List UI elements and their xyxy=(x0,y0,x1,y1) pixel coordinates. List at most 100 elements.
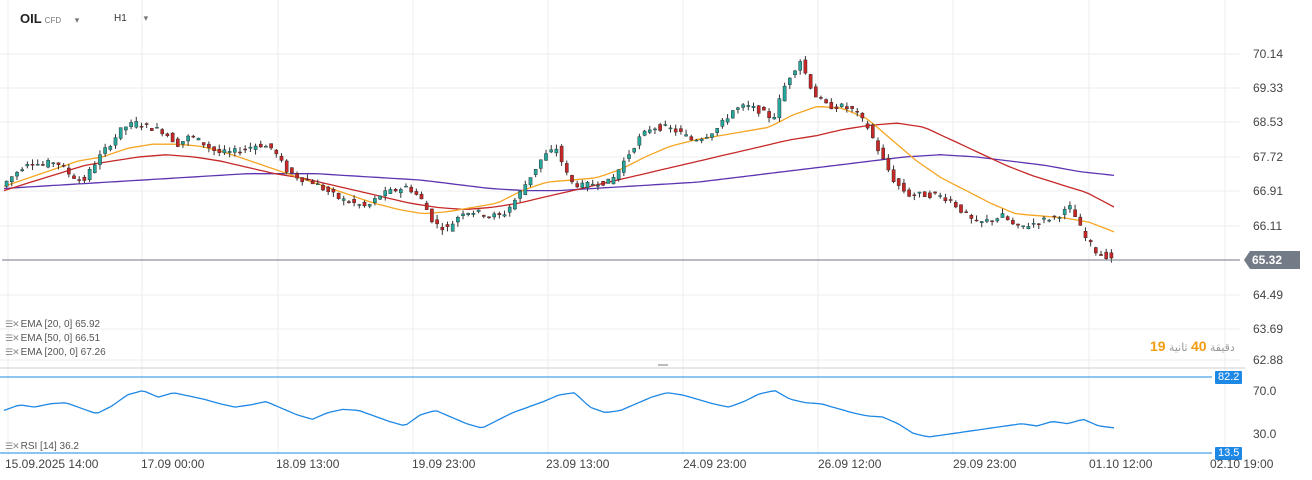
candle-bearish xyxy=(855,110,859,113)
candle-bearish xyxy=(56,162,61,165)
candle-bearish xyxy=(393,188,398,192)
candle-bearish xyxy=(295,173,299,179)
candle-bullish xyxy=(585,181,590,188)
candle-bullish xyxy=(232,148,237,153)
candle-bullish xyxy=(113,137,118,146)
settings-icon[interactable]: ☰✕ xyxy=(5,319,20,329)
candle-bullish xyxy=(979,221,984,223)
candle-bullish xyxy=(632,148,636,153)
candle-bullish xyxy=(772,116,777,120)
candle-bullish xyxy=(736,107,740,110)
candle-bearish xyxy=(876,140,880,152)
symbol-type: CFD xyxy=(44,16,62,25)
candle-bullish xyxy=(87,168,92,180)
price-label: 70.14 xyxy=(1253,47,1284,61)
candle-bullish xyxy=(839,103,844,107)
candle-bearish xyxy=(565,163,569,173)
legend-rsi-label: RSI [14] 36.2 xyxy=(20,441,79,452)
settings-icon[interactable]: ☰✕ xyxy=(5,347,20,357)
candle-bullish xyxy=(699,138,704,141)
candle-bearish xyxy=(1088,240,1093,243)
rsi-lower-tag: 13.5 xyxy=(1215,447,1243,460)
time-label: 23.09 13:00 xyxy=(546,457,610,471)
candle-bearish xyxy=(1083,230,1088,238)
candle-bullish xyxy=(253,145,258,150)
candle-bullish xyxy=(51,162,56,165)
candle-bullish xyxy=(642,130,647,136)
time-label: 01.10 12:00 xyxy=(1089,457,1153,471)
candle-bearish xyxy=(336,192,341,200)
candle-bearish xyxy=(160,129,165,135)
rsi-line xyxy=(3,390,1115,438)
candle-bullish xyxy=(118,127,123,139)
candle-bullish xyxy=(549,149,553,153)
time-label: 02.10 19:00 xyxy=(1210,457,1274,471)
candle-bullish xyxy=(404,185,408,188)
settings-icon[interactable]: ☰✕ xyxy=(5,441,20,451)
candle-bullish xyxy=(15,172,19,177)
candle-bearish xyxy=(902,182,906,192)
candle-bearish xyxy=(440,226,445,231)
candle-bearish xyxy=(1104,251,1108,259)
candle-bullish xyxy=(466,212,471,215)
candle-bullish xyxy=(129,122,133,127)
candle-bearish xyxy=(969,214,974,219)
candle-bullish xyxy=(181,141,185,145)
candle-bearish xyxy=(1109,252,1114,259)
symbol-name: OIL xyxy=(20,11,42,26)
candle-bearish xyxy=(331,189,336,193)
candle-bullish xyxy=(533,168,538,175)
ema20-series xyxy=(3,106,1115,233)
candle-bearish xyxy=(279,155,284,161)
legend-rsi[interactable]: ☰✕ RSI [14] 36.2 xyxy=(5,441,79,452)
time-label: 26.09 12:00 xyxy=(818,457,882,471)
candle-bullish xyxy=(777,98,782,118)
candle-bullish xyxy=(746,105,751,107)
candle-bearish xyxy=(948,199,953,201)
candle-bullish xyxy=(1068,205,1072,210)
candle-bullish xyxy=(580,182,585,188)
candle-bullish xyxy=(1031,223,1036,225)
price-label: 67.72 xyxy=(1253,150,1284,164)
candle-bearish xyxy=(487,216,491,219)
candle-bullish xyxy=(92,164,97,173)
candle-bearish xyxy=(419,193,424,200)
candle-bullish xyxy=(513,199,517,210)
time-label: 15.09.2025 14:00 xyxy=(5,457,99,471)
candle-bullish xyxy=(705,137,709,139)
candle-bullish xyxy=(450,223,455,232)
candle-bearish xyxy=(928,192,932,198)
candle-bearish xyxy=(414,191,419,195)
candle-bearish xyxy=(497,213,502,215)
legend-ema20[interactable]: ☰✕ EMA [20, 0] 65.92 xyxy=(5,319,100,330)
candle-bullish xyxy=(1062,208,1067,215)
candle-bearish xyxy=(269,143,273,149)
price-label: 64.49 xyxy=(1253,288,1284,302)
candle-bullish xyxy=(98,154,102,165)
legend-ema50[interactable]: ☰✕ EMA [50, 0] 66.51 xyxy=(5,333,100,344)
candle-bearish xyxy=(201,142,206,146)
candle-bearish xyxy=(559,145,564,163)
candle-bearish xyxy=(974,219,979,222)
candle-bearish xyxy=(1016,223,1020,226)
candle-bearish xyxy=(756,105,761,114)
timeframe-selector[interactable]: H1 ▾ xyxy=(114,13,148,24)
candle-bullish xyxy=(502,214,507,217)
chevron-down-icon: ▾ xyxy=(74,15,80,25)
candle-bearish xyxy=(321,184,325,191)
legend-ema200[interactable]: ☰✕ EMA [200, 0] 67.26 xyxy=(5,347,106,358)
candle-bullish xyxy=(20,169,25,172)
candle-bullish xyxy=(788,77,792,86)
candle-bullish xyxy=(456,216,460,223)
settings-icon[interactable]: ☰✕ xyxy=(5,333,20,343)
symbol-selector[interactable]: OIL CFD ▾ xyxy=(20,11,79,26)
candle-bullish xyxy=(793,70,797,76)
candle-bullish xyxy=(590,183,595,186)
candle-bullish xyxy=(264,146,268,148)
candle-bearish xyxy=(274,149,279,155)
candle-bearish xyxy=(1005,216,1010,221)
candle-bullish xyxy=(316,183,320,186)
candle-bullish xyxy=(399,189,403,194)
legend-ema20-label: EMA [20, 0] 65.92 xyxy=(20,319,101,330)
